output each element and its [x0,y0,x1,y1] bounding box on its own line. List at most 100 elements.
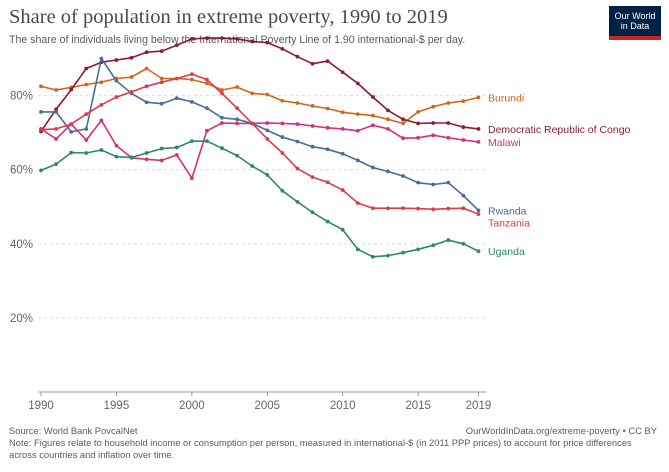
data-point-uganda[interactable] [189,139,194,144]
data-point-uganda[interactable] [114,154,119,159]
data-point-uganda[interactable] [69,150,74,155]
data-point-burundi[interactable] [295,101,300,105]
data-point-malawi[interactable] [265,121,270,125]
data-point-tanzania[interactable] [189,72,194,76]
data-point-malawi[interactable] [235,121,240,126]
data-point-tanzania[interactable] [416,206,421,211]
data-point-rwanda[interactable] [220,115,224,120]
data-point-burundi[interactable] [144,66,149,71]
data-point-democratic-republic-of-congo[interactable] [129,55,134,60]
data-point-burundi[interactable] [39,84,43,89]
data-point-democratic-republic-of-congo[interactable] [446,121,451,125]
data-point-rwanda[interactable] [205,106,209,111]
data-point-tanzania[interactable] [129,89,134,94]
data-point-burundi[interactable] [386,117,390,122]
data-point-tanzania[interactable] [114,95,119,99]
data-point-rwanda[interactable] [310,144,315,149]
data-point-democratic-republic-of-congo[interactable] [174,43,179,48]
data-point-burundi[interactable] [84,82,89,87]
data-point-burundi[interactable] [370,113,375,118]
data-point-burundi[interactable] [129,75,134,79]
data-point-uganda[interactable] [446,238,451,242]
data-point-tanzania[interactable] [476,212,481,217]
data-point-democratic-republic-of-congo[interactable] [325,59,330,64]
data-point-uganda[interactable] [39,168,43,173]
data-point-uganda[interactable] [310,210,315,215]
data-point-uganda[interactable] [461,241,466,246]
series-line-tanzania[interactable] [40,73,479,215]
data-point-tanzania[interactable] [401,206,405,211]
data-point-uganda[interactable] [476,249,481,254]
data-point-burundi[interactable] [265,92,270,97]
data-point-malawi[interactable] [370,123,375,128]
data-point-rwanda[interactable] [355,158,360,163]
data-point-rwanda[interactable] [144,100,149,105]
data-point-tanzania[interactable] [99,102,104,107]
data-point-uganda[interactable] [340,227,345,232]
data-point-democratic-republic-of-congo[interactable] [340,70,345,75]
data-point-democratic-republic-of-congo[interactable] [310,61,315,66]
data-point-malawi[interactable] [386,127,390,131]
data-point-rwanda[interactable] [114,78,119,83]
data-point-rwanda[interactable] [340,151,345,156]
data-point-rwanda[interactable] [159,101,164,106]
data-point-tanzania[interactable] [144,84,149,89]
data-point-uganda[interactable] [144,151,149,155]
data-point-burundi[interactable] [220,88,224,92]
data-point-democratic-republic-of-congo[interactable] [386,108,390,113]
data-point-malawi[interactable] [461,138,466,142]
data-point-rwanda[interactable] [99,56,104,61]
data-point-burundi[interactable] [476,95,481,100]
data-point-democratic-republic-of-congo[interactable] [114,58,119,62]
data-point-malawi[interactable] [431,133,436,138]
data-point-burundi[interactable] [325,106,330,111]
data-point-rwanda[interactable] [280,135,285,139]
data-point-malawi[interactable] [205,128,209,133]
data-point-uganda[interactable] [386,253,390,258]
data-point-rwanda[interactable] [325,147,330,152]
data-point-uganda[interactable] [280,188,285,193]
data-point-malawi[interactable] [114,143,119,148]
data-point-rwanda[interactable] [416,180,421,185]
data-point-democratic-republic-of-congo[interactable] [461,125,466,129]
data-point-democratic-republic-of-congo[interactable] [144,50,149,55]
data-point-burundi[interactable] [446,101,451,105]
data-point-tanzania[interactable] [84,112,89,117]
data-point-democratic-republic-of-congo[interactable] [265,40,270,45]
data-point-democratic-republic-of-congo[interactable] [159,49,164,54]
data-point-burundi[interactable] [401,121,405,126]
series-line-uganda[interactable] [40,140,479,258]
data-point-burundi[interactable] [250,91,255,96]
data-point-uganda[interactable] [416,247,421,252]
data-point-rwanda[interactable] [431,182,436,187]
data-point-rwanda[interactable] [189,99,194,104]
data-point-uganda[interactable] [54,162,59,167]
data-point-uganda[interactable] [220,146,224,151]
data-point-burundi[interactable] [355,112,360,117]
data-point-burundi[interactable] [280,98,285,103]
data-point-tanzania[interactable] [220,91,224,96]
source-url-link[interactable]: OurWorldInData.org/extreme-poverty • CC … [465,425,657,436]
owid-logo[interactable]: Our World in Data [609,6,661,40]
data-point-uganda[interactable] [431,243,436,248]
data-point-malawi[interactable] [401,136,405,141]
series-line-democratic-republic-of-congo[interactable] [40,37,479,132]
data-point-burundi[interactable] [99,80,104,85]
data-point-uganda[interactable] [159,146,164,151]
data-point-tanzania[interactable] [205,77,209,82]
data-point-rwanda[interactable] [446,180,451,185]
data-point-rwanda[interactable] [174,96,179,101]
data-point-burundi[interactable] [340,110,345,115]
data-point-tanzania[interactable] [310,175,315,179]
data-point-malawi[interactable] [416,135,421,140]
data-point-rwanda[interactable] [265,128,270,133]
data-point-tanzania[interactable] [54,127,59,131]
data-point-malawi[interactable] [280,121,285,126]
data-point-rwanda[interactable] [84,127,89,131]
data-point-uganda[interactable] [355,247,360,252]
series-line-rwanda[interactable] [41,57,480,211]
data-point-burundi[interactable] [235,85,240,89]
data-point-democratic-republic-of-congo[interactable] [235,36,240,41]
data-point-tanzania[interactable] [235,106,240,111]
data-point-malawi[interactable] [325,125,330,130]
